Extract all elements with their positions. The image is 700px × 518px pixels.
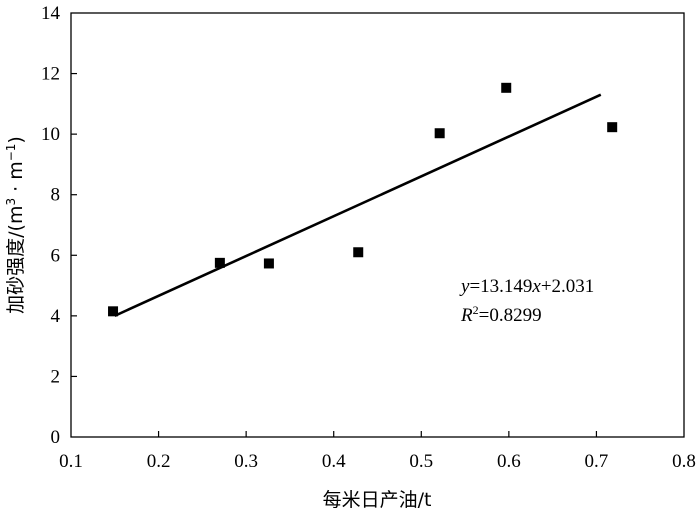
x-tick-label: 0.1: [59, 451, 83, 472]
data-point: [214, 257, 225, 268]
r-squared-label: R2=0.8299: [460, 303, 542, 326]
y-tick-label: 0: [51, 427, 61, 448]
data-point: [434, 128, 445, 139]
data-point: [263, 258, 274, 269]
x-tick-label: 0.6: [497, 451, 521, 472]
y-tick-label: 4: [51, 306, 61, 327]
x-tick-label: 0.8: [672, 451, 696, 472]
y-axis-title: 加砂强度/(m3 · m−1): [4, 136, 27, 314]
x-tick-label: 0.3: [234, 451, 258, 472]
y-tick-label: 8: [51, 185, 61, 206]
data-point: [108, 306, 119, 317]
x-axis-title: 每米日产油/t: [323, 489, 432, 511]
data-points: [108, 82, 618, 317]
y-tick-label: 14: [41, 3, 61, 24]
x-tick-label: 0.7: [585, 451, 609, 472]
y-tick-label: 6: [51, 245, 61, 266]
plot-frame: [70, 12, 685, 438]
y-tick-label: 2: [51, 366, 61, 387]
data-point: [607, 122, 618, 133]
data-point: [353, 247, 364, 258]
trendline-group: [114, 93, 602, 317]
axis-ticks: 0.1 0.2 0.3 0.4 0.5 0.6 0.7 0.8 0 2 4 6 8 10 12 14: [41, 3, 696, 472]
x-tick-label: 0.2: [147, 451, 171, 472]
y-tick-label: 12: [41, 64, 60, 85]
regression-equation: y=13.149x+2.031: [459, 276, 594, 297]
x-tick-label: 0.5: [409, 451, 433, 472]
data-point: [501, 82, 512, 93]
y-tick-label: 10: [41, 124, 60, 145]
trendline: [114, 93, 602, 317]
x-tick-label: 0.4: [322, 451, 346, 472]
